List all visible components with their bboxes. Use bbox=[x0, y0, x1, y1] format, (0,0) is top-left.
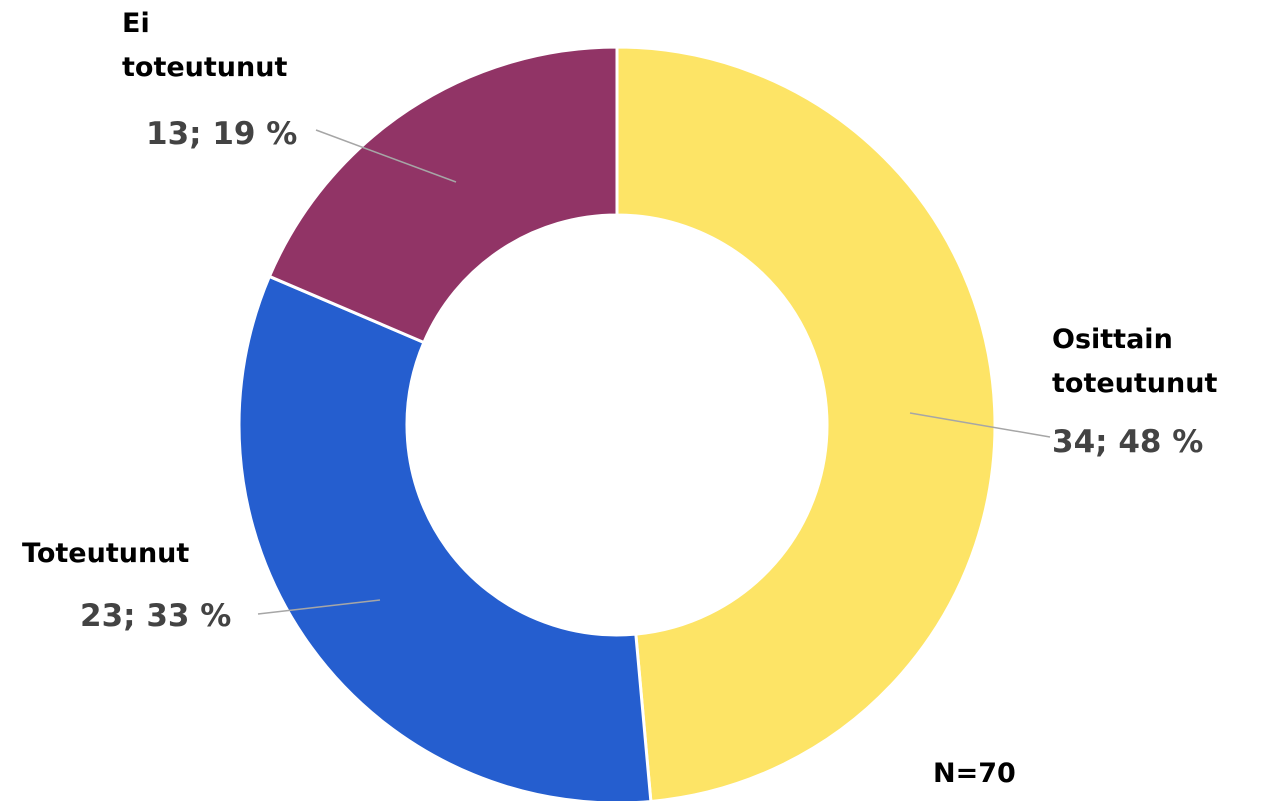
category-label: Toteutunut bbox=[22, 538, 190, 569]
donut-segment bbox=[237, 274, 653, 801]
leader-line bbox=[257, 599, 381, 615]
value-label: 34; 48 % bbox=[1052, 424, 1204, 460]
annotation: N=70 bbox=[933, 758, 1016, 789]
leader-line bbox=[315, 129, 457, 183]
donut-segment bbox=[267, 45, 619, 345]
category-label: Osittain toteutunut bbox=[1052, 324, 1218, 399]
value-label: 13; 19 % bbox=[146, 116, 298, 152]
category-label: Ei toteutunut bbox=[122, 8, 288, 83]
value-label: 23; 33 % bbox=[80, 598, 232, 634]
donut-segment bbox=[615, 45, 997, 801]
leader-line bbox=[909, 412, 1051, 438]
